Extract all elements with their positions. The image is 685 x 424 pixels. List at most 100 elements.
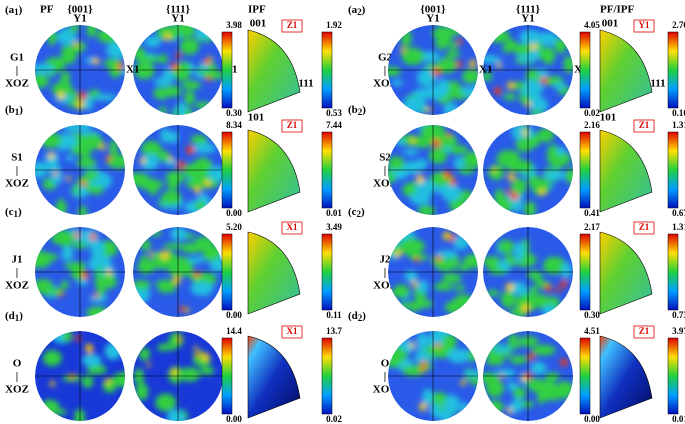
blob [462, 151, 478, 168]
blob [157, 150, 170, 162]
blob [483, 56, 502, 64]
blob [402, 96, 427, 114]
ipf-corner: 001 [602, 18, 619, 30]
blob [184, 163, 203, 179]
hot [446, 132, 452, 137]
blob [459, 402, 469, 414]
hot [560, 358, 568, 367]
pf-blobs [388, 125, 478, 215]
blob [544, 372, 560, 381]
hot [506, 189, 511, 194]
blob [409, 191, 432, 205]
blob [60, 45, 83, 55]
blob [133, 280, 151, 290]
colorbar-max: 4.51 [584, 326, 600, 336]
blob [135, 382, 149, 401]
hot [173, 276, 181, 284]
colorbar-min: 0.02 [584, 108, 600, 118]
hot [506, 408, 513, 414]
blob [402, 149, 419, 156]
panel-label-part: ) [18, 206, 22, 218]
hot [411, 280, 418, 287]
hot [435, 255, 442, 262]
direction: X1 [287, 222, 298, 232]
blob [195, 200, 206, 211]
panel-label-part: (a [348, 4, 358, 16]
hot [168, 156, 174, 162]
pf-blobs [134, 332, 215, 421]
colorbar-max: 1.31 [672, 222, 685, 232]
hot [507, 81, 515, 90]
hot [74, 232, 80, 239]
pf-blobs [483, 239, 572, 317]
blob [134, 368, 144, 385]
colorbar-min: 0.01 [672, 414, 685, 424]
blob [194, 101, 211, 110]
blob [404, 270, 418, 282]
colorbar [321, 337, 333, 415]
blob [537, 68, 549, 78]
blob [61, 246, 74, 261]
blob [511, 197, 523, 213]
direction: Z1 [639, 326, 650, 336]
pole-figure [35, 227, 125, 317]
blob [443, 103, 459, 115]
colorbar-min: 0.10 [672, 108, 685, 118]
blob [158, 54, 168, 64]
blob [542, 304, 557, 317]
blob [458, 166, 475, 175]
blob [179, 38, 199, 55]
blob [112, 372, 125, 388]
blob [503, 93, 517, 101]
blob [184, 90, 195, 105]
colorbar-min: 0.00 [226, 414, 242, 424]
colorbar [221, 131, 233, 209]
colorbar-min: 0.53 [326, 108, 342, 118]
blob [444, 394, 460, 413]
blob [51, 230, 75, 246]
hot [541, 76, 548, 84]
blob [417, 205, 436, 215]
blob [486, 400, 504, 413]
hot [419, 402, 427, 411]
blob [388, 66, 402, 77]
blob [137, 260, 155, 274]
blob [178, 367, 201, 382]
blob [391, 79, 404, 86]
blob [104, 342, 122, 360]
blob [447, 348, 470, 363]
hot [539, 188, 546, 195]
panel-label-part: (d [348, 310, 358, 322]
colorbar-max: 2.17 [584, 222, 600, 232]
blob [133, 46, 146, 61]
blob [86, 306, 109, 317]
hot [76, 100, 85, 109]
blob [488, 164, 504, 181]
blob [40, 284, 54, 296]
blob [437, 29, 453, 36]
blob [514, 252, 524, 262]
sample: S1 [11, 152, 23, 164]
blob [417, 279, 428, 294]
blob [565, 167, 573, 184]
hot [47, 152, 55, 159]
blob [509, 355, 528, 364]
blob [176, 101, 186, 115]
hot [49, 380, 56, 387]
colorbar-max: 3.49 [326, 222, 342, 232]
blob [60, 70, 70, 89]
blob [409, 254, 429, 261]
colorbar-max: 1.92 [326, 20, 342, 30]
pf-blobs [388, 25, 478, 115]
blob [441, 183, 461, 202]
hot [171, 368, 178, 376]
blob [553, 391, 571, 399]
blob [169, 332, 184, 348]
blob [70, 25, 79, 33]
hot [203, 58, 210, 65]
blob [547, 382, 558, 396]
hot [57, 92, 65, 100]
blob [134, 61, 155, 80]
panel-label-part: (b [5, 104, 15, 116]
colorbar [579, 131, 591, 209]
